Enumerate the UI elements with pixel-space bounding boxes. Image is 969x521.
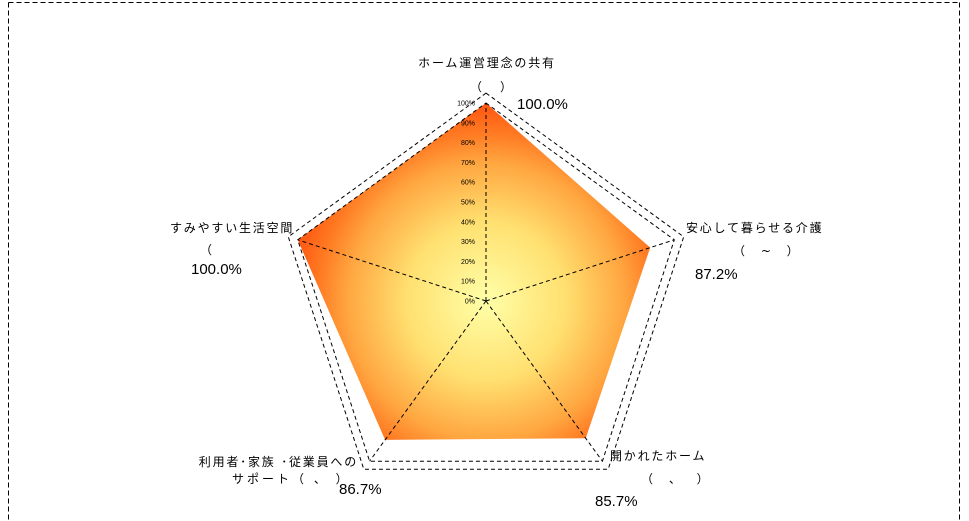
axis-spoke — [485, 300, 603, 462]
tick-label: 30% — [461, 239, 475, 246]
axis-spoke — [297, 239, 487, 302]
tick-label: 40% — [461, 219, 475, 226]
tick-label: 10% — [461, 279, 475, 286]
tick-label: 20% — [461, 259, 475, 266]
category-label-5: すみやすい生活空間 — [170, 221, 294, 235]
category-sublabel-5: （ — [200, 243, 215, 257]
category-label-1: ホーム運営理念の共有 — [418, 55, 556, 70]
chart-frame — [8, 2, 960, 521]
data-label-1: 100.0% — [517, 96, 568, 113]
data-label-3: 85.7% — [595, 493, 638, 510]
category-sublabel-2: （ ~ ） — [733, 244, 805, 258]
axis-spoke — [485, 239, 675, 302]
tick-label: 70% — [461, 160, 475, 167]
tick-label: 100% — [457, 101, 475, 108]
data-label-2: 87.2% — [695, 266, 738, 283]
plot-area: 0% 10% 20% 30% 40% 50% 60% 70% 80% 90% 100% — [287, 92, 685, 470]
tick-label: 60% — [461, 180, 475, 187]
tick-label: 50% — [461, 200, 475, 207]
category-label-2: 安心して暮らせる介護 — [686, 220, 823, 235]
tick-label: 90% — [461, 120, 475, 127]
data-labels: 100.0% 87.2% 85.7% 86.7% 100.0% — [191, 96, 738, 510]
series-area — [297, 103, 651, 440]
category-label-4: 利用者･家族 ･従業員への — [199, 454, 358, 469]
category-sublabel-3: （ 、 ） — [641, 472, 715, 486]
category-sublabel-1: （ ） — [470, 80, 515, 94]
category-labels: ホーム運営理念の共有 （ ） 安心して暮らせる介護 （ ~ ） 開かれたホーム … — [170, 55, 823, 486]
tick-label: 80% — [461, 140, 475, 147]
gridline-outer — [287, 92, 685, 470]
data-label-5: 100.0% — [191, 261, 242, 278]
category-label-3: 開かれたホーム — [610, 449, 706, 463]
axis-spoke — [369, 300, 487, 462]
category-sublabel-4: サポート（ 、 ） — [232, 472, 351, 486]
gridline-max — [297, 102, 675, 462]
data-label-4: 86.7% — [339, 481, 382, 498]
tick-label: 0% — [465, 299, 475, 306]
